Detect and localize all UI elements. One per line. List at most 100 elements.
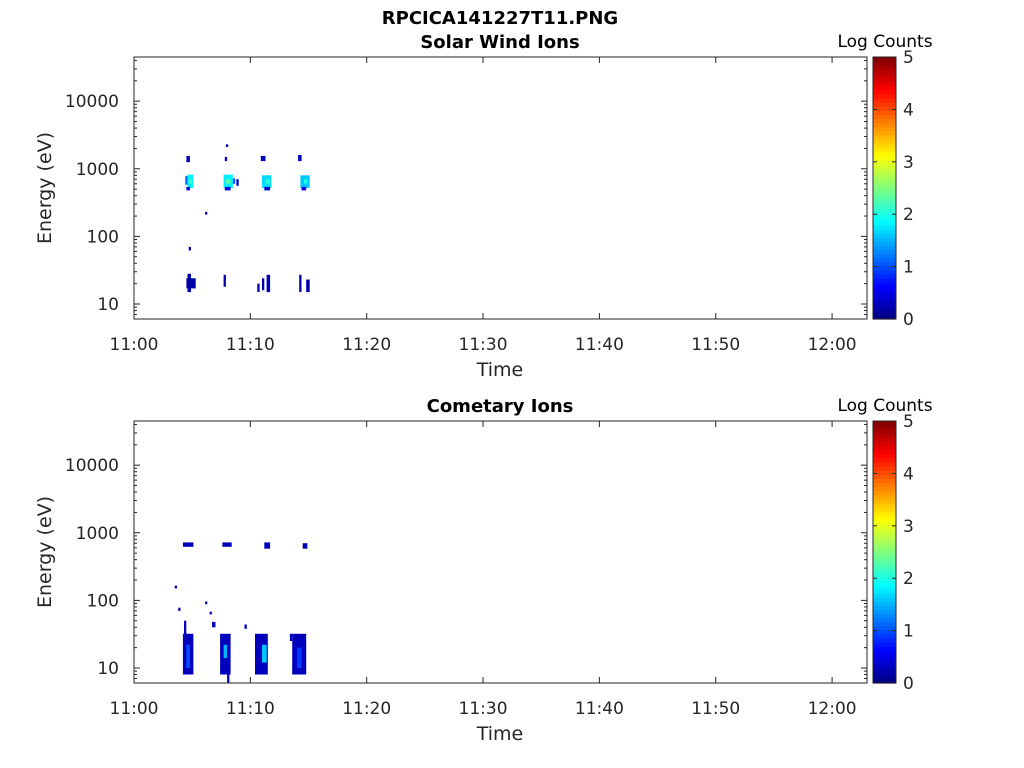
- y-tick-label: 1000: [76, 524, 119, 544]
- x-tick-label: 11:00: [110, 335, 159, 355]
- data-cell: [225, 144, 229, 147]
- colorbar-swatch: [873, 642, 896, 647]
- data-cell: [223, 644, 228, 659]
- x-tick-label: 11:40: [575, 335, 624, 355]
- colorbar-swatch: [873, 433, 896, 438]
- x-tick-label: 11:40: [575, 699, 624, 719]
- colorbar-swatch: [873, 457, 896, 463]
- y-tick-label: 100: [87, 591, 119, 611]
- colorbar-swatch: [873, 310, 896, 316]
- colorbar-swatch: [873, 547, 896, 553]
- colorbar-swatch: [873, 678, 896, 684]
- colorbar-swatch: [873, 245, 896, 250]
- colorbar-swatch: [873, 478, 896, 483]
- colorbar-swatch: [873, 425, 896, 430]
- colorbar-tick-label: 5: [903, 412, 914, 432]
- colorbar-swatch: [873, 89, 896, 95]
- colorbar-swatch: [873, 114, 896, 119]
- data-cell: [289, 633, 293, 641]
- data-cell: [186, 644, 190, 668]
- colorbar-swatch: [873, 625, 896, 631]
- colorbar-swatch: [873, 85, 896, 91]
- colorbar-swatch: [873, 568, 896, 574]
- colorbar-label: Log Counts: [837, 396, 932, 416]
- colorbar-swatch: [873, 588, 896, 594]
- colorbar-swatch: [873, 539, 896, 545]
- colorbar-swatch: [873, 572, 896, 578]
- colorbar-swatch: [873, 265, 896, 271]
- colorbar-swatch: [873, 502, 896, 508]
- colorbar-swatch: [873, 134, 896, 140]
- data-cell: [232, 178, 236, 184]
- x-tick-label: 11:20: [342, 335, 391, 355]
- y-tick-label: 10: [97, 659, 119, 679]
- colorbar-swatch: [873, 122, 896, 128]
- colorbar-tick-label: 2: [903, 569, 914, 589]
- colorbar-label: Log Counts: [837, 32, 932, 52]
- colorbar-swatch: [873, 523, 896, 529]
- data-cell: [174, 585, 177, 589]
- colorbar-swatch: [873, 57, 896, 62]
- colorbar-swatch: [873, 527, 896, 533]
- colorbar-swatch: [873, 290, 896, 296]
- colorbar-tick-label: 0: [903, 310, 914, 330]
- colorbar-swatch: [873, 429, 896, 434]
- data-cell: [227, 668, 230, 683]
- data-cell: [224, 156, 228, 162]
- colorbar-tick-label: 2: [903, 205, 914, 225]
- panel-solar-wind-ions: Solar Wind Ions 11:00 11:10 11:20 11:30 11:4…: [34, 32, 933, 381]
- y-tick-label: 1000: [76, 160, 119, 180]
- colorbar-swatch: [873, 179, 896, 185]
- data-cell: [298, 155, 302, 162]
- data-cell: [264, 542, 271, 549]
- colorbar-swatch: [873, 445, 896, 451]
- data-cell: [209, 611, 212, 615]
- colorbar-swatch: [873, 147, 896, 152]
- colorbar-swatch: [873, 171, 896, 177]
- colorbar-swatch: [873, 102, 896, 107]
- axes: 11:00 11:10 11:20 11:30 11:40 11:50 12:00 10 100…: [65, 421, 867, 719]
- y-tick-label: 10000: [65, 456, 119, 476]
- colorbar-tick-label: 1: [903, 258, 914, 278]
- colorbar-swatch: [873, 592, 896, 598]
- x-tick-label: 11:50: [691, 699, 740, 719]
- data-cell: [296, 647, 302, 668]
- colorbar-swatch: [873, 531, 896, 537]
- colorbar-swatch: [873, 605, 896, 610]
- colorbar-frame: [872, 420, 897, 684]
- colorbar-swatch: [873, 621, 896, 627]
- colorbar-tick-label: 4: [903, 464, 914, 484]
- colorbar-swatch: [873, 601, 896, 606]
- colorbar-swatch: [873, 646, 896, 651]
- colorbar-swatch: [873, 65, 896, 70]
- data-cell: [265, 179, 271, 184]
- colorbar-swatch: [873, 486, 896, 492]
- colorbar-swatch: [873, 97, 896, 103]
- colorbar-swatch: [873, 453, 896, 459]
- colorbar-swatch: [873, 278, 896, 283]
- colorbar-tick-label: 4: [903, 100, 914, 120]
- y-axis-label: Energy (eV): [34, 496, 56, 608]
- colorbar-swatch: [873, 556, 896, 561]
- colorbar-swatch: [873, 237, 896, 242]
- colorbar-swatch: [873, 662, 896, 668]
- colorbar-swatch: [873, 637, 896, 643]
- colorbar-swatch: [873, 470, 896, 475]
- colorbar-swatch: [873, 175, 896, 181]
- x-tick-label: 11:00: [110, 699, 159, 719]
- colorbar-swatch: [873, 666, 896, 672]
- colorbar-swatch: [873, 670, 896, 676]
- colorbar-tick-label: 1: [903, 622, 914, 642]
- colorbar-swatch: [873, 204, 896, 210]
- colorbar-swatch: [873, 159, 896, 165]
- colorbar-swatch: [873, 306, 896, 312]
- colorbar-swatch: [873, 654, 896, 660]
- colorbar-swatch: [873, 294, 896, 300]
- x-tick-label: 11:30: [459, 335, 508, 355]
- axes: 11:00 11:10 11:20 11:30 11:40 11:50 12:00 10 100…: [65, 57, 867, 355]
- figure-title: RPCICA141227T11.PNG: [382, 8, 618, 29]
- colorbar-swatch: [873, 650, 896, 655]
- colorbar-swatch: [873, 597, 896, 602]
- colorbar-swatch: [873, 543, 896, 549]
- colorbar-swatch: [873, 261, 896, 267]
